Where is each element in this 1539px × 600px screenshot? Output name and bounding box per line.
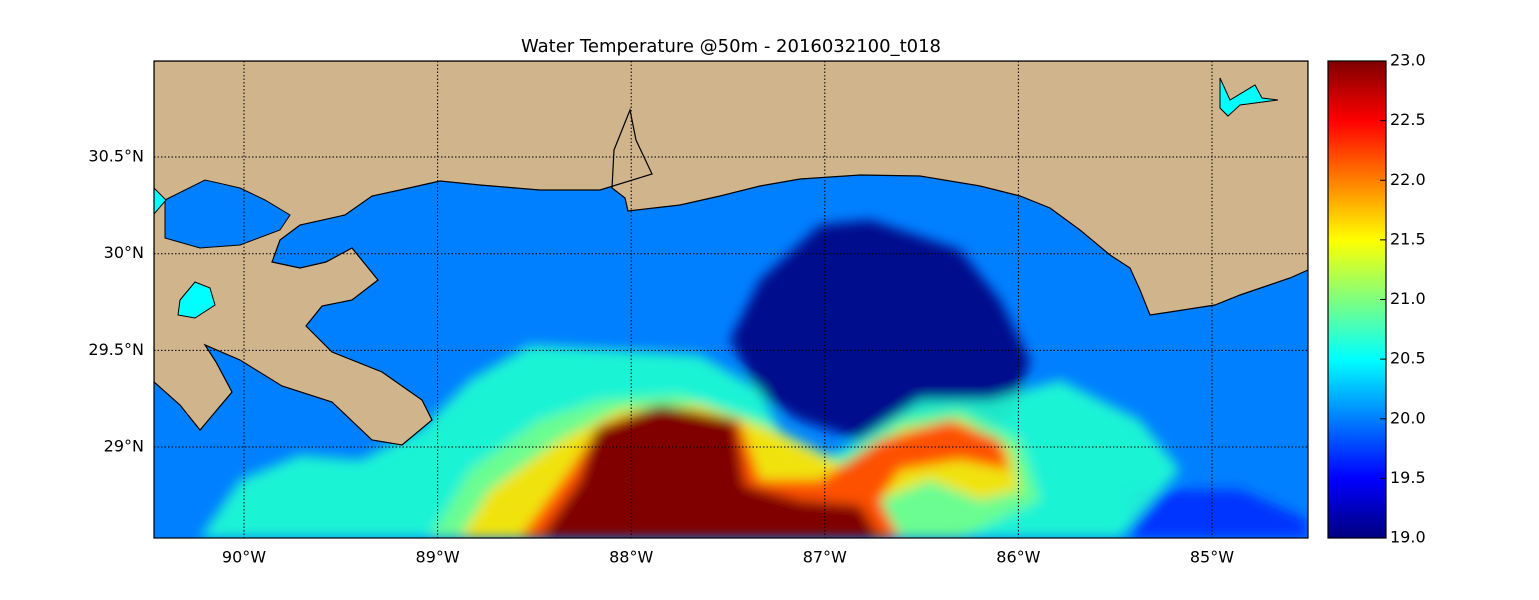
plot-frame xyxy=(153,60,1309,539)
colorbar-tick-label: 22.5 xyxy=(1390,110,1426,129)
temperature-field xyxy=(200,220,1308,538)
colorbar-tick-label: 20.5 xyxy=(1390,349,1426,368)
y-tick-label: 29.5°N xyxy=(88,340,144,359)
colorbar-tick-label: 19.5 xyxy=(1390,468,1426,487)
x-tick-label: 90°W xyxy=(222,548,266,567)
lake xyxy=(154,187,167,215)
colorbar-tick-label: 19.0 xyxy=(1390,528,1426,547)
x-tick-label: 88°W xyxy=(609,548,653,567)
colorbar-tick-label: 22.0 xyxy=(1390,170,1426,189)
x-tick-label: 89°W xyxy=(416,548,460,567)
colorbar xyxy=(1327,60,1387,539)
colorbar-tick-label: 21.5 xyxy=(1390,229,1426,248)
cold-core xyxy=(730,220,1030,445)
lake xyxy=(164,179,291,249)
cold-patch xyxy=(1130,490,1308,538)
y-tick-label: 29°N xyxy=(104,436,144,455)
grid xyxy=(154,61,1308,538)
colorbar-tick-label: 20.0 xyxy=(1390,408,1426,427)
colorbar-tick-label: 21.0 xyxy=(1390,289,1426,308)
map xyxy=(154,61,1308,538)
y-tick-label: 30.5°N xyxy=(88,147,144,166)
lake xyxy=(1219,77,1279,117)
lake xyxy=(177,281,216,319)
x-tick-label: 85°W xyxy=(1190,548,1234,567)
colorbar-tick-label: 23.0 xyxy=(1390,51,1426,70)
y-tick-label: 30°N xyxy=(104,243,144,262)
x-tick-label: 87°W xyxy=(803,548,847,567)
chart-title: Water Temperature @50m - 2016032100_t018 xyxy=(521,36,941,57)
x-tick-label: 86°W xyxy=(996,548,1040,567)
hot-core xyxy=(540,405,880,538)
